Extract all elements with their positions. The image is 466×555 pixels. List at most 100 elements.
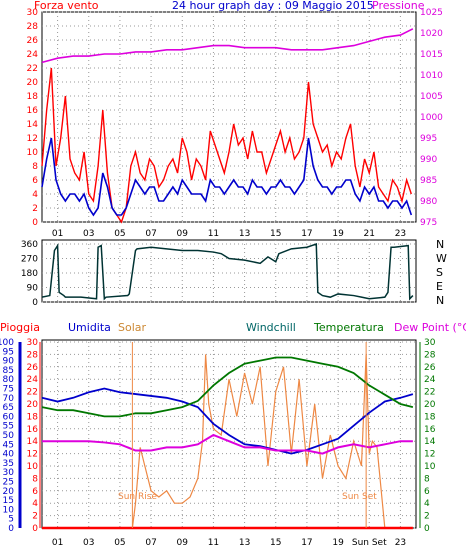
ytick-humidity: 15 <box>3 496 14 506</box>
header-left-label: Forza vento <box>34 0 99 12</box>
ytick-humidity: 30 <box>3 468 15 478</box>
ytick-wind: 20 <box>27 78 39 88</box>
ytick-temp-right: 10 <box>424 462 436 472</box>
ytick-direction: 180 <box>21 269 38 279</box>
ytick-direction: 360 <box>21 240 38 250</box>
panel-wind-frame <box>41 11 417 223</box>
ytick-humidity: 45 <box>3 440 14 450</box>
series-wind-speed <box>41 67 412 224</box>
ytick-direction: 270 <box>21 255 38 265</box>
ytick-temp-mid: 2 <box>32 512 38 522</box>
ytick-temp-mid: 0 <box>32 524 38 534</box>
ytick-temp-right: 30 <box>424 338 436 348</box>
ytick-pressure: 1020 <box>420 29 443 39</box>
xtick-p3: 17 <box>301 538 312 548</box>
direction-letter: N <box>436 238 444 251</box>
ytick-wind: 16 <box>27 106 39 116</box>
ytick-humidity: 95 <box>3 347 14 357</box>
series-pressure <box>41 28 414 64</box>
xtick-p3: 19 <box>332 538 344 548</box>
ytick-humidity: 35 <box>3 459 14 469</box>
series-humidity <box>41 387 414 455</box>
ytick-humidity: 70 <box>3 394 15 404</box>
ytick-pressure: 1025 <box>420 8 443 18</box>
ytick-direction: 90 <box>27 284 39 294</box>
series-wind-average <box>41 137 413 217</box>
direction-letter: S <box>436 266 443 279</box>
series-wind-direction <box>41 242 414 301</box>
ytick-pressure: 1010 <box>420 71 443 81</box>
ytick-humidity: 60 <box>3 412 15 422</box>
ytick-humidity: 20 <box>3 487 15 497</box>
xtick-p1: 05 <box>114 229 125 239</box>
xtick-p1: 09 <box>177 229 189 239</box>
ytick-temp-mid: 16 <box>27 425 39 435</box>
legend-solar: Solar <box>118 321 147 334</box>
ytick-humidity: 55 <box>3 422 14 432</box>
direction-letter: E <box>436 280 443 293</box>
ytick-temp-right: 16 <box>424 425 436 435</box>
ytick-temp-mid: 14 <box>27 437 39 447</box>
xtick-p3: 05 <box>114 538 125 548</box>
ytick-temp-right: 22 <box>424 388 435 398</box>
legend-windchill: Windchill <box>246 321 296 334</box>
xtick-p3: 07 <box>145 538 156 548</box>
xtick-p1: 19 <box>332 229 344 239</box>
ytick-temp-right: 8 <box>424 474 430 484</box>
legend-temperatura: Temperatura <box>313 321 384 334</box>
sunset-label: Sun Set <box>342 492 377 502</box>
ytick-temp-right: 18 <box>424 412 436 422</box>
xtick-p3: 13 <box>239 538 250 548</box>
ytick-pressure: 980 <box>420 197 437 207</box>
ytick-humidity: 10 <box>3 505 15 515</box>
series-dewpoint <box>42 433 413 455</box>
xtick-p1: 11 <box>208 229 219 239</box>
ytick-humidity: 90 <box>3 357 15 367</box>
ytick-pressure: 1005 <box>420 92 443 102</box>
ytick-wind: 10 <box>27 148 39 158</box>
ytick-temp-mid: 26 <box>27 363 39 373</box>
series-solar <box>42 354 413 529</box>
ytick-temp-mid: 4 <box>32 499 38 509</box>
ytick-pressure: 1015 <box>420 50 443 60</box>
xtick-p3: Sun Set <box>352 538 387 548</box>
ytick-temp-right: 28 <box>424 350 436 360</box>
ytick-wind: 2 <box>32 204 38 214</box>
series-temperature <box>41 356 414 418</box>
ytick-temp-mid: 20 <box>27 400 39 410</box>
ytick-pressure: 985 <box>420 176 437 186</box>
ytick-temp-right: 4 <box>424 499 430 509</box>
xtick-p1: 21 <box>364 229 375 239</box>
ytick-direction: 0 <box>32 298 38 308</box>
ytick-humidity: 0 <box>8 524 14 534</box>
ytick-humidity: 80 <box>3 375 15 385</box>
ytick-temp-mid: 18 <box>27 412 39 422</box>
ytick-wind: 12 <box>27 134 38 144</box>
ytick-temp-mid: 30 <box>27 338 39 348</box>
ytick-wind: 0 <box>32 218 38 228</box>
ytick-temp-right: 14 <box>424 437 436 447</box>
ytick-temp-right: 12 <box>424 450 435 460</box>
ytick-temp-mid: 24 <box>27 375 39 385</box>
xtick-p3: 11 <box>208 538 219 548</box>
xtick-p1: 15 <box>270 229 281 239</box>
ytick-wind: 14 <box>27 120 39 130</box>
ytick-humidity: 85 <box>3 366 14 376</box>
direction-letter: N <box>436 294 444 307</box>
xtick-p1: 01 <box>52 229 63 239</box>
direction-letter: W <box>436 252 447 265</box>
ytick-humidity: 65 <box>3 403 14 413</box>
ytick-pressure: 990 <box>420 155 437 165</box>
ytick-temp-right: 24 <box>424 375 436 385</box>
xtick-p1: 23 <box>395 229 406 239</box>
xtick-p1: 07 <box>145 229 156 239</box>
ytick-temp-mid: 6 <box>32 487 38 497</box>
ytick-humidity: 40 <box>3 450 15 460</box>
ytick-pressure: 975 <box>420 218 437 228</box>
ytick-wind: 18 <box>27 92 39 102</box>
xtick-p1: 13 <box>239 229 250 239</box>
legend-pioggia: Pioggia <box>0 321 40 334</box>
ytick-temp-right: 20 <box>424 400 436 410</box>
